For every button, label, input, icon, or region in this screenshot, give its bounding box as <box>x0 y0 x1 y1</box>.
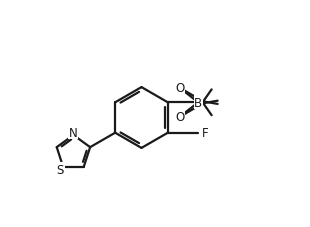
Text: N: N <box>69 126 78 139</box>
Text: B: B <box>194 96 202 109</box>
Text: O: O <box>175 82 184 95</box>
Text: F: F <box>202 127 209 140</box>
Text: S: S <box>57 163 64 176</box>
Text: O: O <box>175 111 184 124</box>
